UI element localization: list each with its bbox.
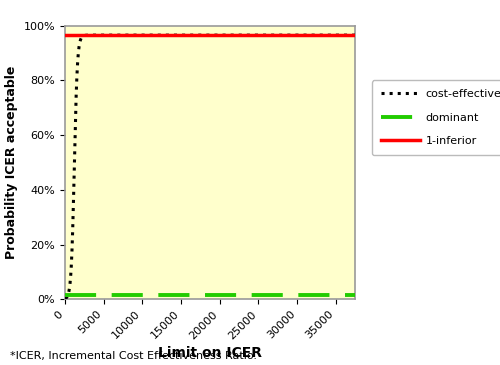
Legend: cost-effective, dominant, 1-inferior: cost-effective, dominant, 1-inferior xyxy=(372,80,500,155)
X-axis label: Limit on ICER: Limit on ICER xyxy=(158,346,262,361)
Text: *ICER, Incremental Cost Effectiveness Ratio.: *ICER, Incremental Cost Effectiveness Ra… xyxy=(10,351,257,361)
Y-axis label: Probability ICER acceptable: Probability ICER acceptable xyxy=(5,66,18,259)
